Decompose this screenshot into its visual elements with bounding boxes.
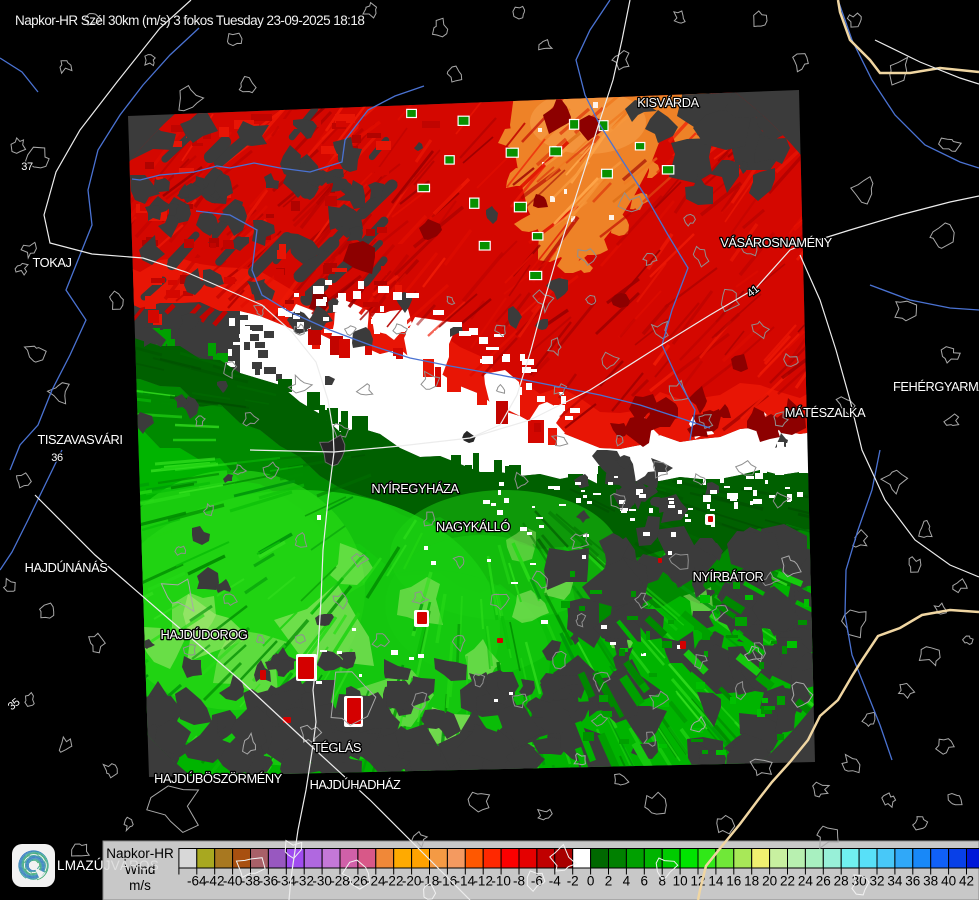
svg-text:VÁSÁROSNAMÉNY: VÁSÁROSNAMÉNY — [720, 235, 832, 250]
svg-text:TÉGLÁS: TÉGLÁS — [313, 740, 361, 755]
svg-text:KISVÁRDA: KISVÁRDA — [637, 95, 699, 110]
svg-text:-24: -24 — [366, 874, 386, 889]
svg-text:m/s: m/s — [129, 878, 151, 893]
svg-text:37: 37 — [21, 161, 33, 173]
svg-text:10: 10 — [673, 874, 688, 889]
svg-text:HAJDÚNÁNÁS: HAJDÚNÁNÁS — [25, 560, 108, 575]
svg-text:36: 36 — [905, 874, 920, 889]
svg-text:-32: -32 — [294, 874, 314, 889]
svg-text:Napkor-HR: Napkor-HR — [106, 846, 174, 861]
svg-text:-64: -64 — [187, 874, 207, 889]
svg-text:-38: -38 — [241, 874, 261, 889]
svg-text:0: 0 — [587, 874, 595, 889]
svg-text:38: 38 — [923, 874, 938, 889]
svg-text:NAGYKÁLLÓ: NAGYKÁLLÓ — [436, 519, 510, 534]
svg-text:NYÍRBÁTOR: NYÍRBÁTOR — [693, 569, 764, 584]
svg-text:22: 22 — [780, 874, 795, 889]
svg-text:-28: -28 — [330, 874, 350, 889]
svg-text:28: 28 — [834, 874, 849, 889]
svg-text:2: 2 — [605, 874, 613, 889]
svg-text:HAJDÚBÖSZÖRMÉNY: HAJDÚBÖSZÖRMÉNY — [154, 771, 283, 786]
svg-text:-12: -12 — [473, 874, 493, 889]
svg-text:-8: -8 — [513, 874, 525, 889]
svg-text:-14: -14 — [456, 874, 476, 889]
svg-text:40: 40 — [941, 874, 956, 889]
svg-text:14: 14 — [708, 874, 724, 889]
svg-text:-42: -42 — [205, 874, 225, 889]
svg-text:LMAZÚJVÁROS: LMAZÚJVÁROS — [57, 858, 159, 873]
svg-text:-10: -10 — [491, 874, 511, 889]
svg-text:-30: -30 — [312, 874, 332, 889]
svg-text:8: 8 — [658, 874, 666, 889]
svg-text:FEHÉRGYARMAT: FEHÉRGYARMAT — [893, 379, 979, 394]
svg-text:34: 34 — [887, 874, 903, 889]
svg-text:16: 16 — [726, 874, 741, 889]
svg-text:-22: -22 — [384, 874, 404, 889]
svg-text:-18: -18 — [420, 874, 440, 889]
svg-text:-16: -16 — [438, 874, 458, 889]
svg-text:TISZAVASVÁRI: TISZAVASVÁRI — [37, 432, 122, 447]
svg-text:18: 18 — [744, 874, 759, 889]
svg-text:42: 42 — [959, 874, 974, 889]
svg-text:26: 26 — [816, 874, 831, 889]
svg-text:20: 20 — [762, 874, 777, 889]
svg-text:-36: -36 — [259, 874, 279, 889]
svg-text:-4: -4 — [549, 874, 561, 889]
svg-text:24: 24 — [798, 874, 814, 889]
svg-text:MÁTÉSZALKA: MÁTÉSZALKA — [785, 405, 866, 420]
svg-text:-20: -20 — [402, 874, 422, 889]
svg-text:HAJDÚDOROG: HAJDÚDOROG — [160, 627, 247, 642]
svg-text:-2: -2 — [567, 874, 579, 889]
svg-text:Wind: Wind — [125, 862, 156, 877]
svg-text:Napkor-HR Szél 30km (m/s) 3 fo: Napkor-HR Szél 30km (m/s) 3 fokos Tuesda… — [15, 13, 364, 28]
svg-text:6: 6 — [641, 874, 649, 889]
svg-text:LMAZÚJVÁROS: LMAZÚJVÁROS — [57, 858, 159, 873]
svg-text:4: 4 — [623, 874, 631, 889]
svg-text:HAJDÚHADHÁZ: HAJDÚHADHÁZ — [310, 777, 401, 792]
svg-text:TOKAJ: TOKAJ — [32, 255, 71, 270]
svg-text:36: 36 — [51, 452, 63, 464]
svg-text:32: 32 — [869, 874, 884, 889]
svg-text:NYÍREGYHÁZA: NYÍREGYHÁZA — [371, 481, 459, 496]
svg-text:-40: -40 — [223, 874, 243, 889]
